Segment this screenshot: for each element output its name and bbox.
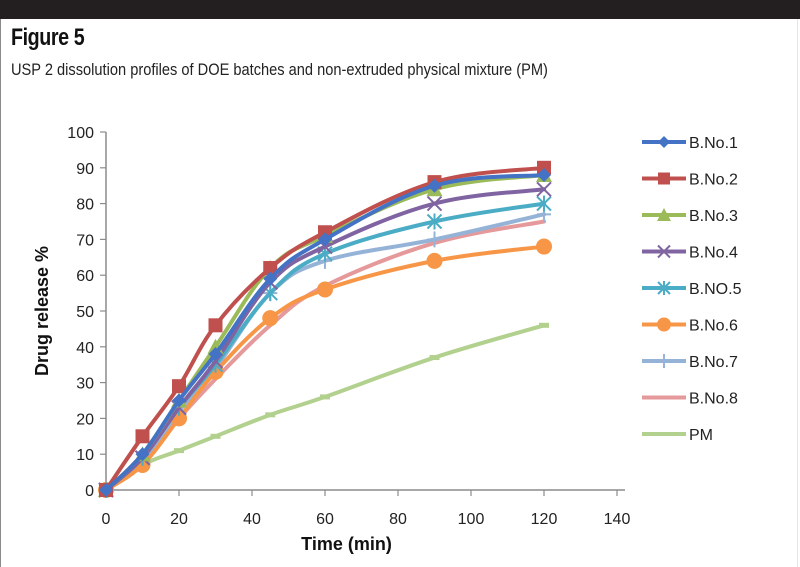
legend-label: B.NO.5 (689, 281, 742, 298)
y-tick-label: 50 (76, 304, 94, 321)
y-tick-label: 90 (76, 161, 94, 178)
diamond-marker (208, 346, 223, 361)
circle-marker (657, 317, 671, 332)
y-tick-label: 40 (76, 340, 94, 357)
square-marker (658, 172, 670, 185)
y-tick-label: 60 (76, 268, 94, 285)
axes: 0 10 20 30 40 50 60 70 80 90 100 0 20 40 60 80 100 120 140 (67, 125, 630, 528)
legend-item: B.No.1 (642, 135, 738, 152)
legend: B.No.1 B.No.2 B.No.3 B.No.4 B.NO.5 B.No.6 B.No… (642, 135, 742, 444)
plus-marker (427, 231, 442, 248)
series-line (104, 172, 546, 492)
circle-marker (536, 238, 552, 255)
dash-marker (210, 433, 221, 439)
series-b-no-2 (99, 160, 551, 497)
diamond-marker (99, 483, 113, 497)
legend-item: B.No.6 (642, 317, 738, 335)
plus-marker (658, 354, 670, 368)
square-marker (208, 318, 223, 333)
diamond-marker (537, 167, 551, 182)
x-tick-label: 120 (531, 511, 558, 528)
legend-label: B.No.4 (689, 245, 738, 262)
legend-label: B.No.7 (689, 354, 738, 371)
series-line (104, 172, 546, 492)
triangle-marker (657, 208, 671, 221)
diamond-marker (658, 136, 670, 148)
diamond-marker (318, 232, 332, 247)
star-marker (426, 213, 443, 230)
series-b-no-3 (98, 166, 552, 497)
y-tick-label: 20 (76, 411, 94, 428)
legend-item: B.No.2 (642, 172, 738, 189)
legend-item: B.No.8 (642, 391, 738, 408)
series-layer (98, 160, 552, 498)
x-tick-label: 40 (243, 511, 261, 528)
square-marker (135, 429, 150, 444)
legend-label: B.No.6 (689, 318, 738, 335)
x-marker (426, 195, 443, 212)
square-marker (263, 261, 278, 276)
dash-marker (320, 394, 330, 400)
legend-label: B.No.1 (689, 135, 738, 152)
x-tick-label: 140 (604, 511, 631, 528)
legend-item: B.No.7 (642, 354, 738, 371)
legend-item: PM (642, 427, 713, 444)
figure-title: Figure 5 (11, 24, 85, 51)
circle-marker (426, 252, 443, 269)
dash-marker (265, 412, 276, 418)
y-axis-title: Drug release % (32, 246, 52, 376)
star-marker (657, 281, 671, 295)
diamond-marker (172, 393, 186, 408)
diamond-marker (263, 271, 278, 286)
diamond-marker (135, 447, 150, 462)
dash-marker (539, 322, 549, 328)
x-tick-label: 20 (170, 511, 188, 528)
x-axis-title: Time (min) (301, 534, 392, 554)
legend-label: B.No.8 (689, 391, 738, 408)
diamond-marker (427, 178, 442, 193)
circle-marker (262, 310, 279, 327)
legend-label: B.No.3 (689, 208, 738, 225)
y-tick-label: 10 (76, 447, 94, 464)
y-tick-label: 70 (76, 232, 94, 249)
top-bar (0, 0, 800, 19)
x-tick-label: 60 (316, 511, 334, 528)
square-marker (537, 160, 551, 175)
series-line (104, 165, 546, 492)
x-tick-label: 80 (389, 511, 407, 528)
legend-item: B.No.3 (642, 208, 738, 225)
y-tick-label: 100 (67, 125, 94, 142)
legend-label: B.No.2 (689, 172, 738, 189)
series-b-no-6 (98, 238, 552, 498)
x-tick-label: 100 (458, 511, 485, 528)
series-b-no-1 (99, 167, 551, 497)
figure-caption: USP 2 dissolution profiles of DOE batche… (11, 60, 548, 79)
x-tick-label: 0 (102, 511, 111, 528)
star-marker (536, 195, 552, 212)
legend-label: PM (689, 427, 713, 444)
y-tick-label: 80 (76, 197, 94, 214)
legend-item: B.NO.5 (642, 281, 742, 298)
x-marker (536, 181, 552, 197)
x-marker (657, 244, 671, 259)
y-tick-label: 30 (76, 376, 94, 393)
figure-frame (0, 19, 798, 567)
series-pm (101, 322, 549, 493)
dash-marker (174, 448, 184, 454)
legend-item: B.No.4 (642, 245, 738, 262)
y-tick-label: 0 (85, 483, 94, 500)
circle-marker (317, 281, 333, 298)
dash-marker (429, 355, 440, 361)
square-marker (172, 379, 186, 394)
